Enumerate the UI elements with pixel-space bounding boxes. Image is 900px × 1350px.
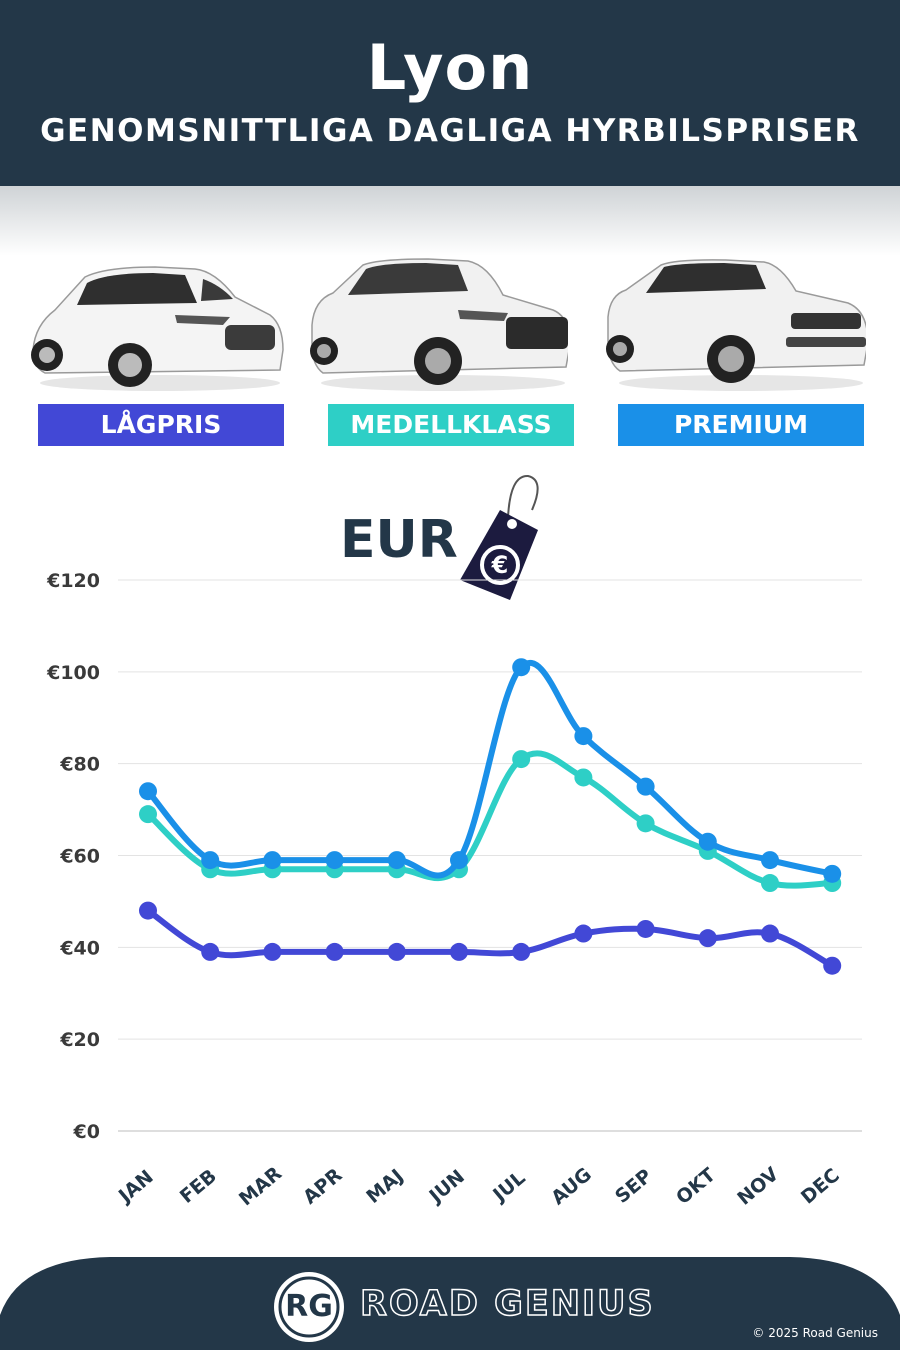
data-point-l-gpris [636,919,655,938]
series-line-premium [145,660,836,879]
data-point-l-gpris [263,942,282,961]
y-tick-label: €60 [59,846,100,868]
badge-economy: LÅGPRIS [38,404,284,446]
data-point-l-gpris [698,929,717,948]
data-point-premium [574,727,593,746]
brand-name: ROAD GENIUS [359,1283,655,1325]
road-genius-logo-icon [274,1272,344,1342]
data-point-premium [636,777,655,796]
chart-grid [118,579,862,1132]
data-point-premium [761,851,779,870]
copyright: © 2025 Road Genius [752,1326,878,1340]
data-point-l-gpris [512,942,531,961]
data-point-premium [263,851,282,870]
x-tick-label: JUN [424,1166,469,1209]
x-tick-label: FEB [176,1165,221,1208]
midsize-suv-image [310,258,568,391]
y-tick-label: €0 [73,1121,100,1143]
currency-label: EUR [340,510,458,570]
y-tick-label: €80 [59,754,100,776]
y-tick-label: €120 [46,570,100,592]
x-tick-label: DEC [797,1164,844,1208]
data-point-medellklass [139,805,157,824]
badge-premium: PREMIUM [618,404,864,446]
euro-symbol: € [491,551,509,579]
chart-series [139,658,842,975]
data-point-premium [512,658,531,677]
data-point-l-gpris [574,924,593,943]
data-point-medellklass [512,750,531,769]
header: Lyon GENOMSNITTLIGA DAGLIGA HYRBILSPRISE… [0,0,900,186]
y-axis-ticks: €0 €20 €40 €60 €80 €100 €120 [46,570,100,1143]
badge-midsize: MEDELLKLASS [328,404,574,446]
x-tick-label: AUG [547,1163,596,1209]
data-point-premium [450,851,468,870]
logo-text: RG [285,1289,333,1324]
data-point-l-gpris [761,924,779,943]
data-point-medellklass [761,874,779,893]
data-point-premium [823,864,842,883]
x-tick-label: JUL [487,1167,529,1207]
data-point-l-gpris [450,942,468,961]
data-point-premium [387,851,406,870]
data-point-l-gpris [139,901,157,920]
x-tick-label: JAN [113,1166,158,1208]
price-tag-icon: € [460,474,539,600]
x-tick-label: NOV [733,1163,783,1210]
data-point-medellklass [636,814,655,833]
page-title: Lyon [366,31,534,104]
data-point-premium [698,832,717,851]
data-point-l-gpris [325,942,344,961]
data-point-premium [139,782,157,801]
price-line-chart: €0 €20 €40 €60 €80 €100 €120 JAN FEB MAR APR MAJ JU… [46,570,862,1210]
data-point-premium [325,851,344,870]
x-tick-label: APR [299,1164,347,1209]
x-tick-label: OKT [672,1164,720,1209]
data-point-l-gpris [387,942,406,961]
x-tick-label: MAR [235,1162,286,1210]
page-subtitle: GENOMSNITTLIGA DAGLIGA HYRBILSPRISER [40,113,860,149]
premium-suv-image [606,259,866,391]
y-tick-label: €100 [46,662,100,684]
data-point-premium [201,851,220,870]
y-tick-label: €40 [59,937,100,959]
footer-band [0,1257,900,1350]
y-tick-label: €20 [59,1029,100,1051]
economy-car-image [31,266,284,391]
series-line-l-gpris [145,907,836,969]
data-point-medellklass [574,768,593,787]
x-tick-label: MAJ [362,1165,407,1208]
x-tick-label: SEP [611,1165,656,1208]
header-shadow [0,186,900,256]
x-axis-ticks: JAN FEB MAR APR MAJ JUN JUL AUG SEP OKT NOV DEC [113,1162,844,1210]
data-point-l-gpris [823,956,842,975]
data-point-l-gpris [201,942,220,961]
